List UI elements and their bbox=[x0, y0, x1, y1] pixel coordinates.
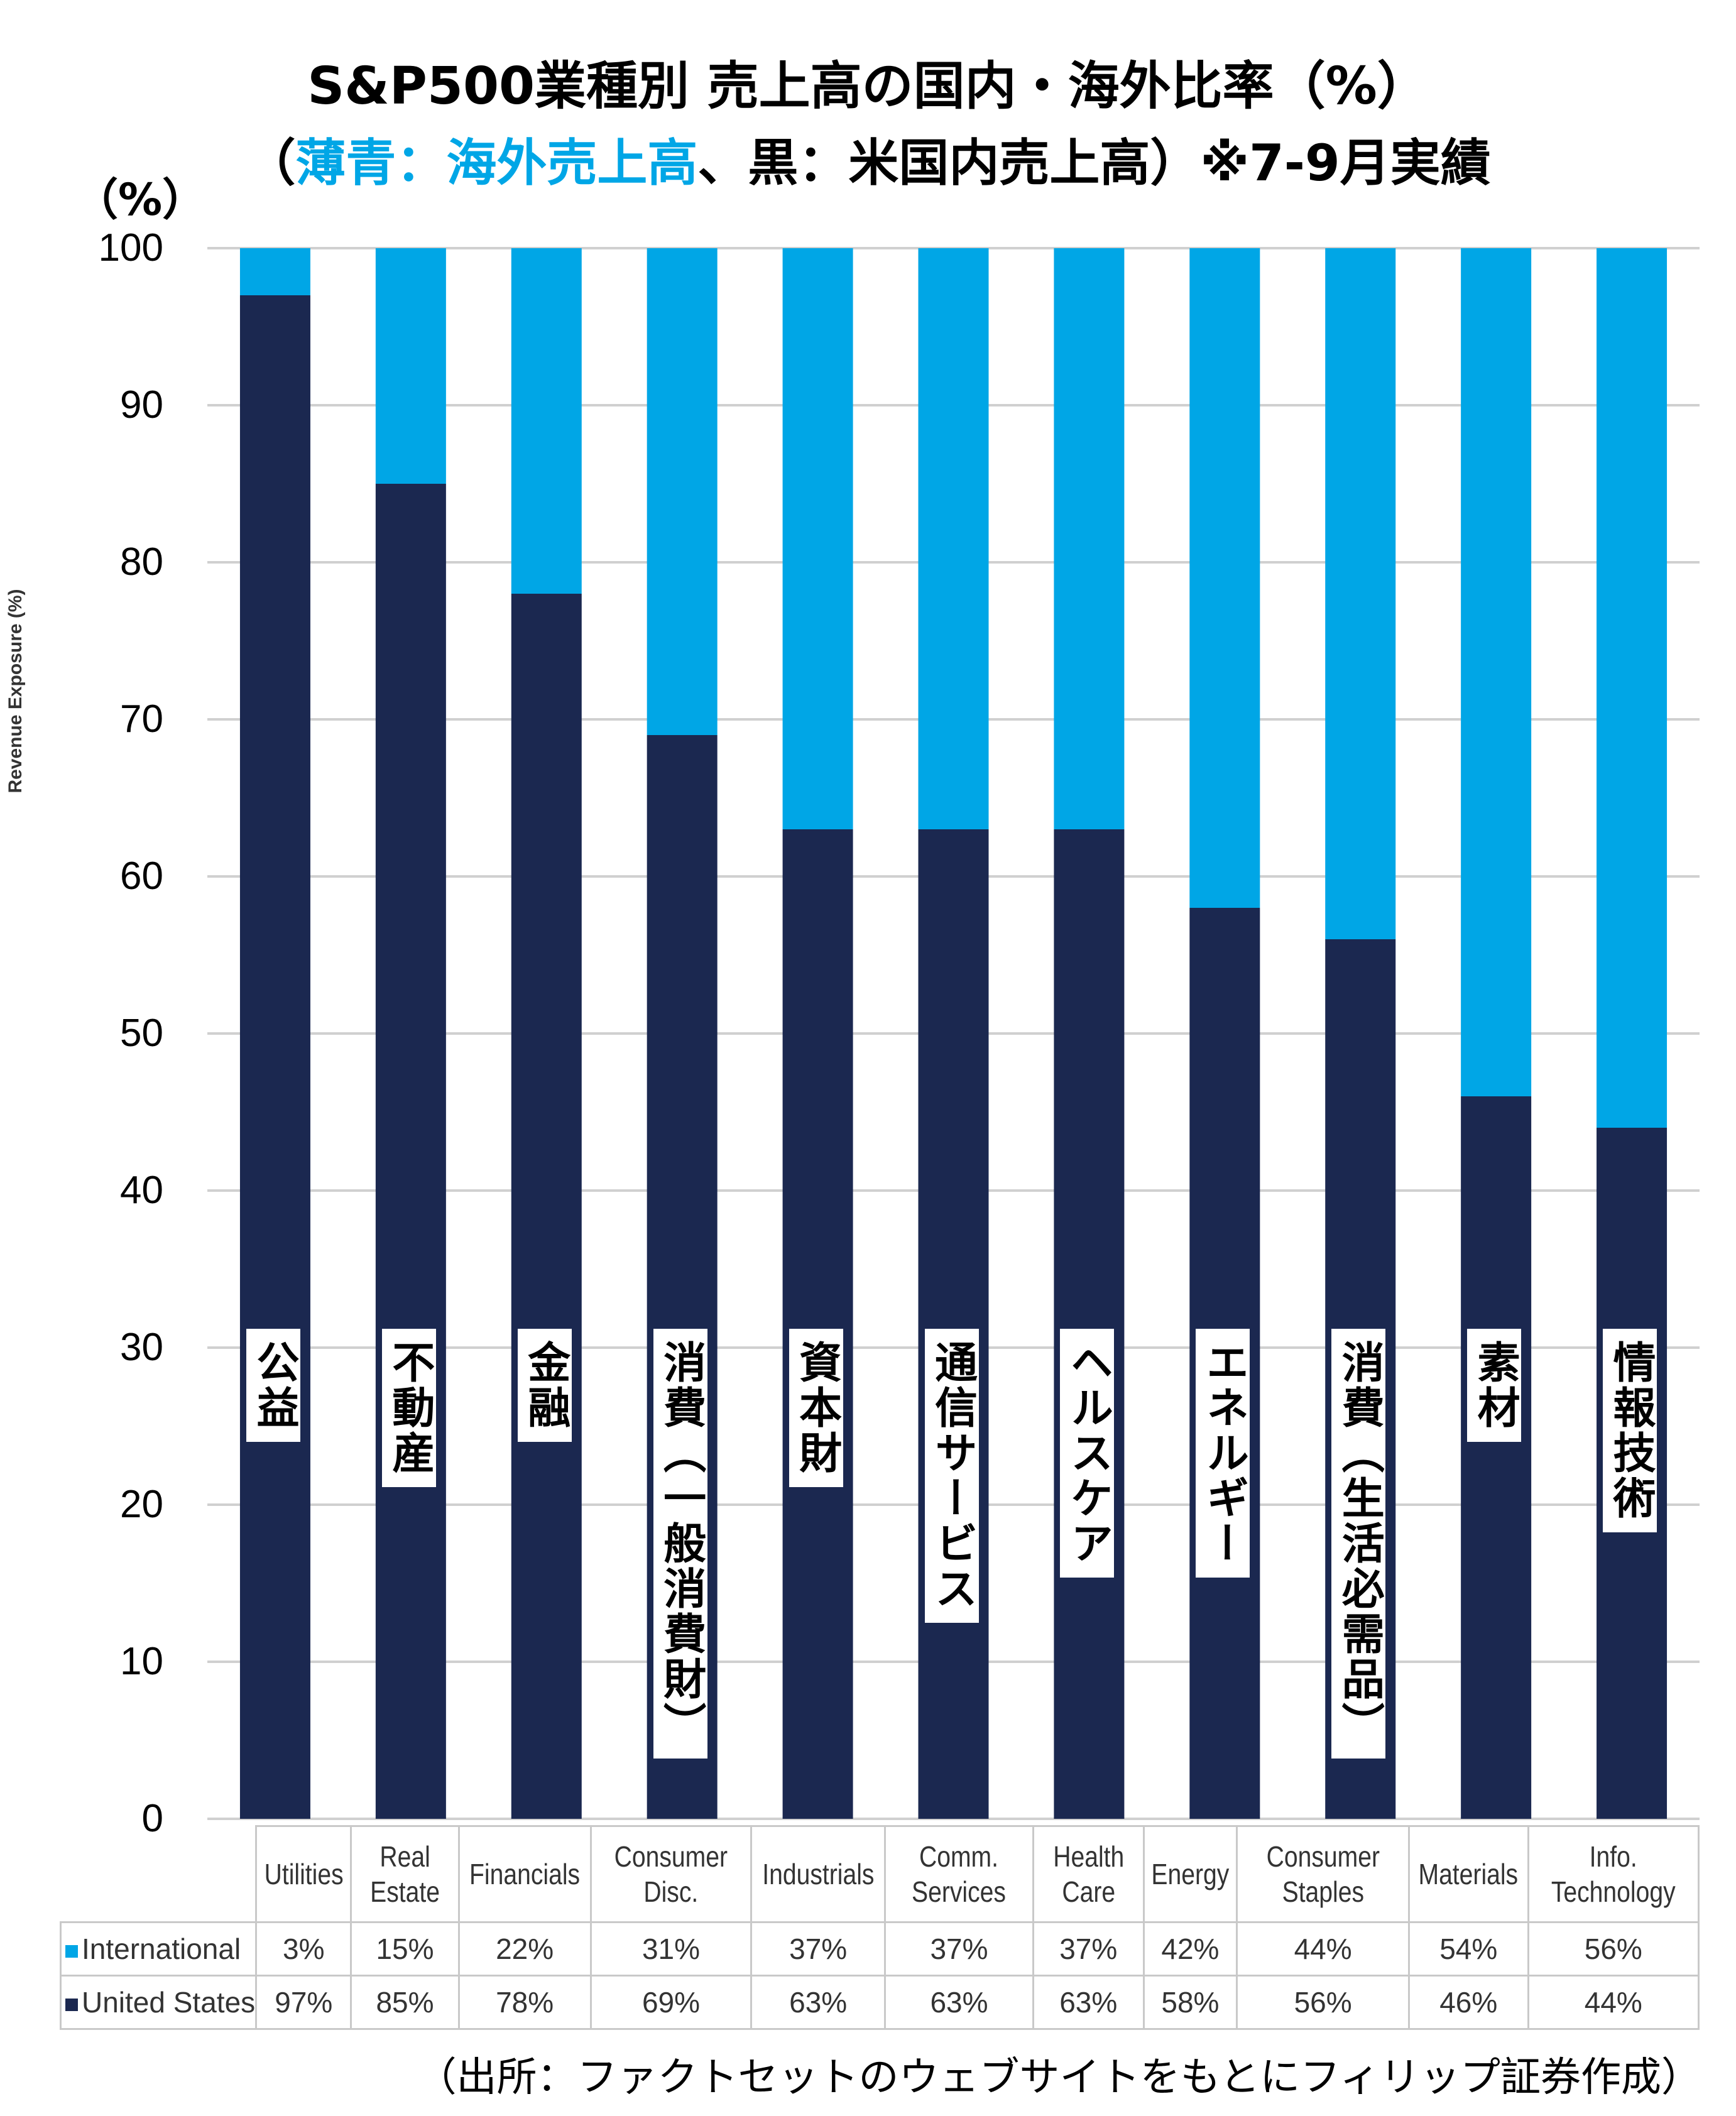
legend-label: International bbox=[82, 1933, 241, 1965]
category-label: Energy bbox=[1149, 1825, 1231, 1923]
y-tick-label: 30 bbox=[120, 1326, 163, 1369]
y-tick-label: 70 bbox=[120, 697, 163, 741]
international-row: International 3% 15% 22% 31% 37% 37% 37% 42% 44% 5… bbox=[59, 1921, 1700, 1977]
international-value: 31% bbox=[589, 1921, 753, 1977]
category-label: Consumer Disc. bbox=[602, 1825, 740, 1923]
jp-sector-label: 公益 bbox=[246, 1329, 300, 1442]
legend-entry: United States bbox=[59, 1975, 258, 2030]
jp-sector-label: 素材 bbox=[1467, 1329, 1522, 1442]
united-states-value: 97% bbox=[255, 1975, 352, 2030]
bar-united-states bbox=[918, 829, 989, 1819]
united-states-value: 85% bbox=[350, 1975, 460, 2030]
chart-subtitle: （薄青：海外売上高、黒：米国内売上高）※7-9月実績 bbox=[0, 123, 1736, 195]
legend-entry: International bbox=[59, 1921, 258, 1977]
subtitle-open: （ bbox=[245, 134, 296, 192]
united-states-row: United States 97% 85% 78% 69% 63% 63% 63% 58% 56%… bbox=[59, 1975, 1700, 2030]
jp-sector-label: 資本財 bbox=[789, 1329, 843, 1487]
bar-international bbox=[647, 248, 718, 735]
international-value: 3% bbox=[255, 1921, 352, 1977]
united-states-value: 63% bbox=[883, 1975, 1035, 2030]
legend-swatch bbox=[65, 1944, 78, 1958]
y-tick-label: 100 bbox=[98, 226, 163, 270]
international-value: 44% bbox=[1236, 1921, 1410, 1977]
y-tick-label: 60 bbox=[120, 854, 163, 898]
y-tick-label: 50 bbox=[120, 1012, 163, 1055]
category-label: Utilities bbox=[262, 1825, 345, 1923]
y-unit-label: （%） bbox=[74, 174, 207, 226]
united-states-value: 78% bbox=[457, 1975, 592, 2030]
legend-swatch bbox=[65, 1998, 78, 2011]
united-states-value: 58% bbox=[1142, 1975, 1238, 2030]
category-label: Materials bbox=[1417, 1825, 1520, 1923]
international-value: 22% bbox=[457, 1921, 592, 1977]
subtitle-intl-part: 薄青：海外売上高 bbox=[295, 134, 698, 192]
y-tick-label: 10 bbox=[120, 1640, 163, 1683]
category-row: Utilities Real Estate Financials Consumer D… bbox=[61, 1825, 1699, 1923]
bar-international bbox=[782, 248, 853, 829]
bar-international bbox=[1054, 248, 1125, 829]
bar-united-states bbox=[239, 295, 310, 1819]
legend-label: United States bbox=[82, 1986, 256, 2019]
y-tick-label: 0 bbox=[141, 1797, 163, 1840]
bar-international bbox=[511, 248, 582, 594]
jp-sector-label: 不動産 bbox=[381, 1329, 436, 1487]
corner-cell bbox=[61, 1826, 256, 1922]
y-tick-label: 80 bbox=[120, 540, 163, 584]
category-label: Real Estate bbox=[358, 1825, 452, 1923]
international-value: 15% bbox=[350, 1921, 460, 1977]
y-tick-label: 90 bbox=[120, 383, 163, 427]
united-states-value: 69% bbox=[589, 1975, 753, 2030]
jp-sector-label: 通信サービス bbox=[924, 1329, 979, 1623]
united-states-value: 56% bbox=[1236, 1975, 1410, 2030]
united-states-value: 44% bbox=[1527, 1975, 1700, 2030]
international-value: 37% bbox=[1032, 1921, 1145, 1977]
bar-international bbox=[239, 248, 310, 295]
international-value: 37% bbox=[883, 1921, 1035, 1977]
jp-sector-label: 情報技術 bbox=[1603, 1329, 1657, 1532]
international-value: 56% bbox=[1527, 1921, 1700, 1977]
united-states-value: 46% bbox=[1407, 1975, 1529, 2030]
international-value: 37% bbox=[750, 1921, 886, 1977]
jp-sector-label: エネルギー bbox=[1196, 1329, 1250, 1578]
data-table: Utilities Real Estate Financials Consumer D… bbox=[59, 1825, 1700, 2030]
bar-international bbox=[918, 248, 989, 829]
jp-sector-label: 消費（生活必需品） bbox=[1331, 1329, 1386, 1759]
jp-sector-label: ヘルスケア bbox=[1060, 1329, 1115, 1578]
international-value: 54% bbox=[1407, 1921, 1529, 1977]
united-states-value: 63% bbox=[750, 1975, 886, 2030]
bar-international bbox=[1461, 248, 1532, 1096]
bar-international bbox=[1189, 248, 1260, 908]
united-states-value: 63% bbox=[1032, 1975, 1145, 2030]
jp-sector-label: 消費（一般消費財） bbox=[653, 1329, 707, 1759]
y-tick-label: 40 bbox=[120, 1169, 163, 1212]
bar-united-states bbox=[1054, 829, 1125, 1819]
bar-international bbox=[375, 248, 446, 484]
subtitle-rest: 、黒：米国内売上高）※7-9月実績 bbox=[697, 134, 1491, 192]
category-label: Comm. Services bbox=[895, 1825, 1024, 1923]
bar-united-states bbox=[375, 484, 446, 1819]
category-label: Financials bbox=[467, 1825, 582, 1923]
source-note: （出所：ファクトセットのウェブサイトをもとにフィリップ証券作成） bbox=[416, 2054, 1701, 2101]
bar-united-states bbox=[782, 829, 853, 1819]
chart-title: S&P500業種別 売上高の国内・海外比率（%） bbox=[307, 57, 1429, 116]
bar-united-states bbox=[1461, 1096, 1532, 1819]
bar-united-states bbox=[511, 594, 582, 1819]
bar-international bbox=[1325, 248, 1396, 939]
international-value: 42% bbox=[1142, 1921, 1238, 1977]
category-label: Health Care bbox=[1040, 1825, 1137, 1923]
jp-sector-label: 金融 bbox=[517, 1329, 572, 1442]
category-label: Industrials bbox=[760, 1825, 876, 1923]
category-label: Consumer Staples bbox=[1249, 1825, 1397, 1923]
category-label: Info. Technology bbox=[1540, 1825, 1687, 1923]
bar-international bbox=[1597, 248, 1668, 1128]
y-tick-label: 20 bbox=[120, 1483, 163, 1526]
